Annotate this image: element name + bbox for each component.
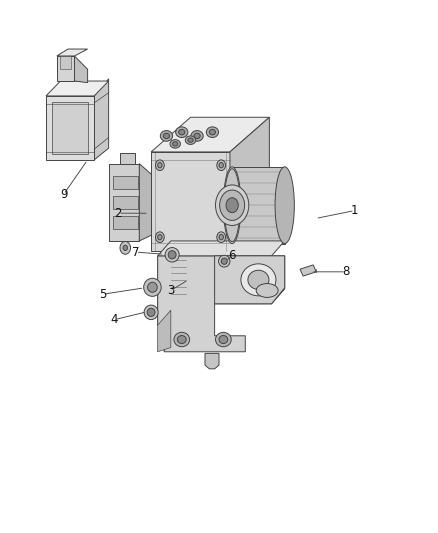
Text: 8: 8 <box>343 265 350 278</box>
Ellipse shape <box>217 160 226 171</box>
Ellipse shape <box>147 308 155 317</box>
Polygon shape <box>74 56 88 83</box>
Polygon shape <box>158 241 285 256</box>
Polygon shape <box>60 56 71 69</box>
Ellipse shape <box>219 255 230 267</box>
Ellipse shape <box>248 270 269 289</box>
Polygon shape <box>94 79 109 160</box>
Polygon shape <box>113 216 138 229</box>
Polygon shape <box>151 117 269 152</box>
Polygon shape <box>139 164 152 241</box>
Ellipse shape <box>163 133 170 139</box>
Ellipse shape <box>217 232 226 243</box>
Ellipse shape <box>155 160 164 171</box>
Ellipse shape <box>170 140 180 148</box>
Polygon shape <box>46 96 94 160</box>
Ellipse shape <box>215 333 231 347</box>
Ellipse shape <box>221 258 227 264</box>
Text: 2: 2 <box>114 207 122 220</box>
Ellipse shape <box>223 167 241 244</box>
Ellipse shape <box>219 163 223 168</box>
Ellipse shape <box>191 131 203 141</box>
Ellipse shape <box>275 167 294 244</box>
Ellipse shape <box>123 245 127 251</box>
Ellipse shape <box>188 138 193 142</box>
Text: 3: 3 <box>167 284 174 297</box>
Ellipse shape <box>120 241 131 254</box>
Ellipse shape <box>185 136 196 144</box>
Polygon shape <box>113 196 138 209</box>
Ellipse shape <box>219 190 245 221</box>
Polygon shape <box>230 117 269 251</box>
Ellipse shape <box>241 264 276 296</box>
Polygon shape <box>158 256 272 352</box>
Ellipse shape <box>179 130 185 135</box>
Text: 5: 5 <box>99 288 106 301</box>
Polygon shape <box>120 153 135 164</box>
Polygon shape <box>232 167 285 244</box>
Polygon shape <box>57 49 88 56</box>
Ellipse shape <box>176 127 188 138</box>
Ellipse shape <box>215 185 249 225</box>
Polygon shape <box>46 81 109 96</box>
Text: 7: 7 <box>132 246 140 259</box>
Ellipse shape <box>194 133 200 139</box>
Ellipse shape <box>209 130 215 135</box>
Ellipse shape <box>226 198 238 213</box>
Polygon shape <box>272 256 285 304</box>
Polygon shape <box>52 102 88 154</box>
Ellipse shape <box>219 336 228 344</box>
Ellipse shape <box>206 127 219 138</box>
Ellipse shape <box>174 333 190 347</box>
Polygon shape <box>113 176 138 189</box>
Ellipse shape <box>158 235 162 240</box>
Polygon shape <box>109 164 139 241</box>
Polygon shape <box>151 152 230 251</box>
Text: 1: 1 <box>351 204 359 217</box>
Ellipse shape <box>219 235 223 240</box>
Ellipse shape <box>173 142 178 146</box>
Ellipse shape <box>177 336 186 344</box>
Polygon shape <box>205 353 219 369</box>
Polygon shape <box>215 256 285 304</box>
Text: 9: 9 <box>60 188 67 201</box>
Polygon shape <box>158 310 171 352</box>
Ellipse shape <box>165 247 179 262</box>
Ellipse shape <box>144 305 158 320</box>
Polygon shape <box>158 256 164 352</box>
Text: 6: 6 <box>228 249 236 262</box>
Polygon shape <box>300 265 316 276</box>
Polygon shape <box>57 56 74 81</box>
Text: 4: 4 <box>110 313 118 326</box>
Ellipse shape <box>155 232 164 243</box>
Ellipse shape <box>148 282 157 292</box>
Ellipse shape <box>224 169 240 241</box>
Ellipse shape <box>168 251 176 259</box>
Ellipse shape <box>160 131 173 141</box>
Ellipse shape <box>158 163 162 168</box>
Ellipse shape <box>144 278 161 296</box>
Ellipse shape <box>256 284 278 297</box>
